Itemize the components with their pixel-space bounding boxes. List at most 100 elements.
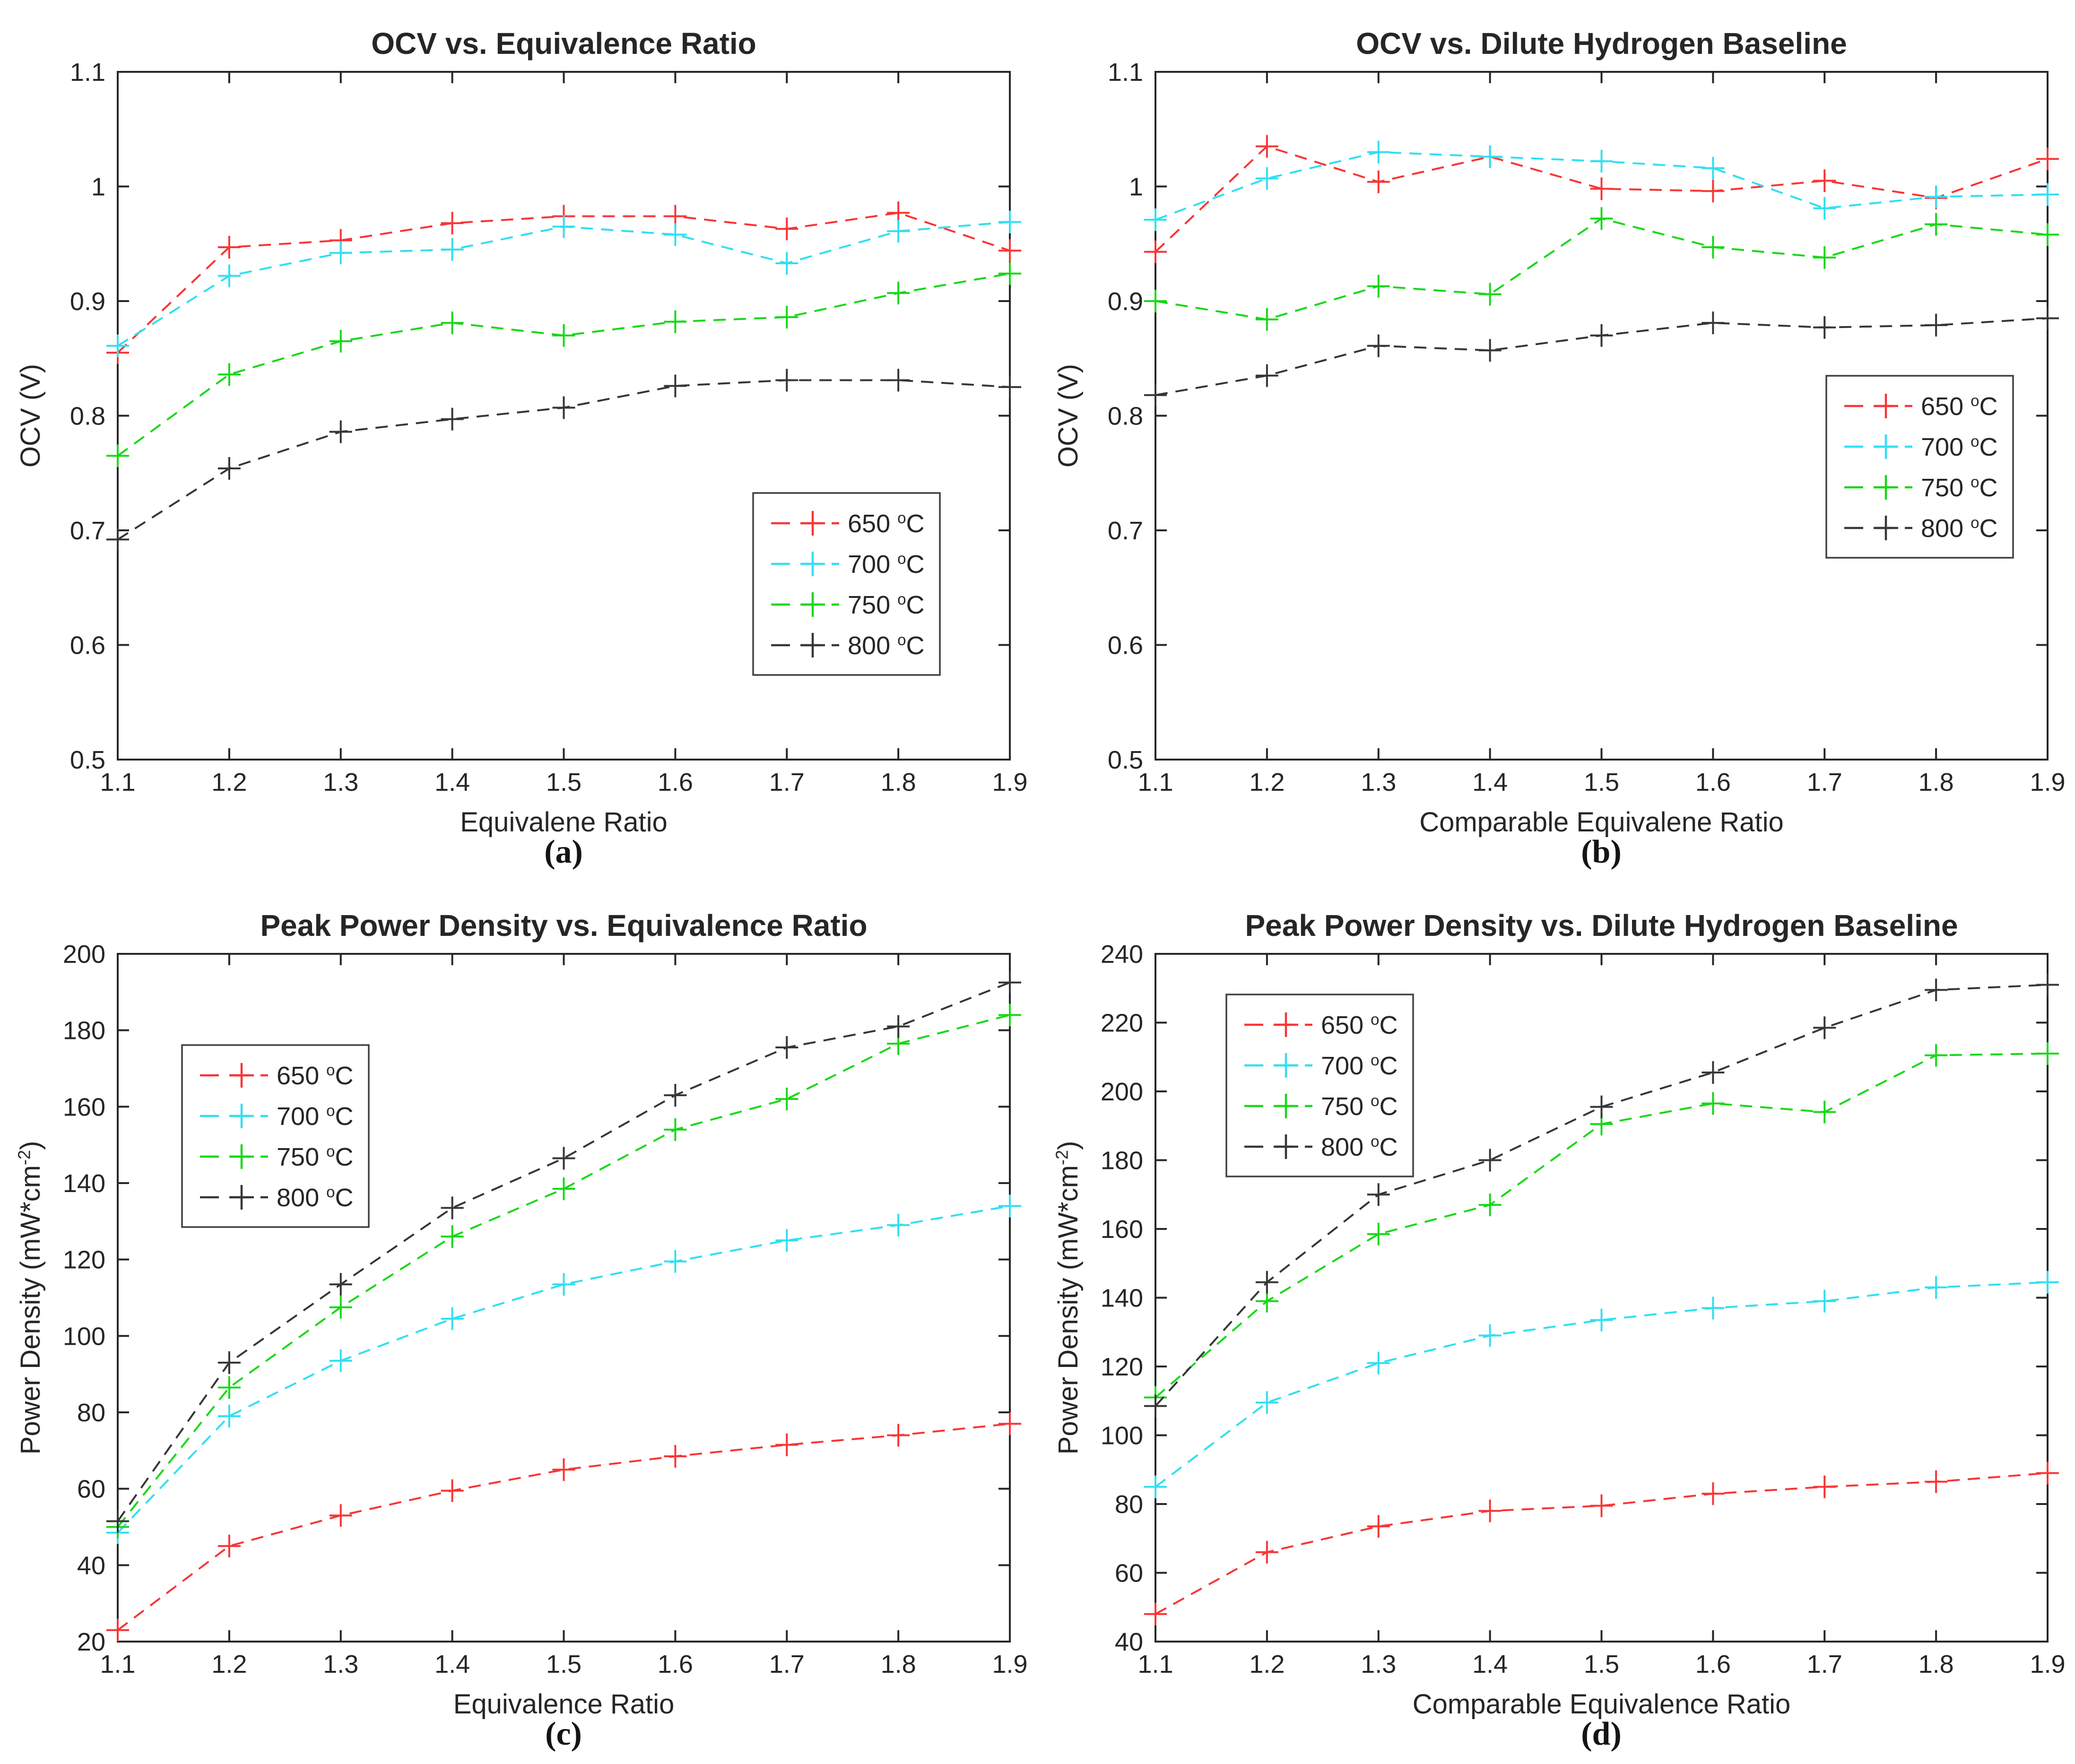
x-tick-label: 1.1 <box>1137 768 1173 796</box>
series-750C <box>106 262 1021 467</box>
x-tick-label: 1.1 <box>1137 1650 1173 1678</box>
legend: 650 oC 700 oC 750 oC 800 oC <box>1225 994 1414 1177</box>
y-tick-label: 20 <box>77 1628 105 1656</box>
x-tick-label: 1.8 <box>881 1650 916 1678</box>
legend-entry-label: 800 oC <box>277 1183 353 1212</box>
axes-frame: 1.1 1.2 1.3 1.4 1.5 1.6 1.7 1.8 1.9 0.5 0.6 0.7 0.8 0… <box>70 58 1028 796</box>
y-tick-label: 200 <box>63 940 105 968</box>
x-tick-label: 1.1 <box>100 1650 135 1678</box>
x-tick-label: 1.6 <box>1695 1650 1731 1678</box>
x-tick-label: 1.6 <box>658 1650 693 1678</box>
x-tick-label: 1.2 <box>1249 1650 1285 1678</box>
x-tick-label: 1.8 <box>1919 1650 1954 1678</box>
y-tick-label: 0.8 <box>70 402 105 431</box>
x-tick-label: 1.3 <box>323 1650 358 1678</box>
x-tick-label: 1.2 <box>1249 768 1285 796</box>
y-tick-label: 220 <box>1101 1009 1143 1038</box>
x-axis-label: Equivalene Ratio <box>460 807 668 838</box>
y-axis-label: Power Density (mW*cm-2) <box>15 1141 46 1455</box>
y-axis-label: OCV (V) <box>15 364 46 467</box>
x-tick-label: 1.8 <box>881 768 916 796</box>
y-tick-label: 140 <box>63 1169 105 1198</box>
series-800C <box>106 369 1021 551</box>
legend-entry-label: 750 oC <box>1921 473 1997 502</box>
x-tick-label: 1.5 <box>546 1650 582 1678</box>
x-tick-label: 1.5 <box>546 768 582 796</box>
x-tick-label: 1.6 <box>658 768 693 796</box>
legend-entry-label: 700 oC <box>1921 432 1997 461</box>
x-tick-label: 1.2 <box>211 1650 247 1678</box>
subplot-b: 1.1 1.2 1.3 1.4 1.5 1.6 1.7 1.8 1.9 0.5 0.6 0.7 0.8 0… <box>1038 0 2075 882</box>
series-750C <box>1144 207 2059 331</box>
y-tick-label: 100 <box>63 1322 105 1350</box>
legend-entry-label: 650 oC <box>1321 1011 1398 1039</box>
y-tick-label: 0.7 <box>70 517 105 545</box>
y-tick-label: 120 <box>63 1246 105 1274</box>
chart-peak-power-density-vs-equivalence-ratio: 1.1 1.2 1.3 1.4 1.5 1.6 1.7 1.8 1.9 20 40 60 80 100 12… <box>15 908 1028 1720</box>
chart-ocv-vs-dilute-hydrogen-baseline: 1.1 1.2 1.3 1.4 1.5 1.6 1.7 1.8 1.9 0.5 0.6 0.7 0.8 0… <box>1053 26 2066 838</box>
legend-entry-label: 800 oC <box>1921 514 1997 543</box>
y-tick-label: 40 <box>1115 1628 1143 1656</box>
legend-entry-label: 800 oC <box>848 631 924 660</box>
legend: 650 oC 700 oC 750 oC 800 oC <box>181 1044 370 1228</box>
series-800C <box>1144 307 2059 406</box>
x-tick-label: 1.9 <box>2030 1650 2065 1678</box>
chart-title: OCV vs. Dilute Hydrogen Baseline <box>1356 26 1847 61</box>
axes-frame: 1.1 1.2 1.3 1.4 1.5 1.6 1.7 1.8 1.9 0.5 0.6 0.7 0.8 0… <box>1108 58 2066 796</box>
axes-frame: 1.1 1.2 1.3 1.4 1.5 1.6 1.7 1.8 1.9 40 60 80 100 120 1… <box>1101 940 2066 1678</box>
legend: 650 oC 700 oC 750 oC 800 oC <box>1825 375 2014 559</box>
x-tick-label: 1.4 <box>434 1650 470 1678</box>
subplot-label-b: (b) <box>1581 834 1622 870</box>
y-tick-label: 0.5 <box>1108 746 1143 774</box>
x-tick-label: 1.7 <box>1807 768 1842 796</box>
y-tick-label: 1.1 <box>70 58 105 86</box>
legend-entry-label: 800 oC <box>1321 1133 1398 1161</box>
legend-entry-label: 650 oC <box>1921 392 1997 421</box>
chart-title: Peak Power Density vs. Dilute Hydrogen B… <box>1245 908 1958 943</box>
y-tick-label: 60 <box>77 1475 105 1504</box>
subplot-a: 1.1 1.2 1.3 1.4 1.5 1.6 1.7 1.8 1.9 0.5 0.6 0.7 0.8 0… <box>0 0 1038 882</box>
y-tick-label: 0.8 <box>1108 402 1143 431</box>
series-700C <box>106 1194 1021 1544</box>
x-axis-label: Comparable Equivalene Ratio <box>1419 807 1784 838</box>
x-tick-label: 1.9 <box>992 768 1027 796</box>
y-tick-label: 200 <box>1101 1078 1143 1106</box>
y-tick-label: 80 <box>1115 1490 1143 1519</box>
y-tick-label: 180 <box>63 1017 105 1045</box>
x-tick-label: 1.4 <box>1472 1650 1508 1678</box>
legend-entry-label: 700 oC <box>277 1102 353 1131</box>
y-tick-label: 60 <box>1115 1559 1143 1588</box>
x-tick-label: 1.1 <box>100 768 135 796</box>
x-tick-label: 1.5 <box>1584 768 1619 796</box>
y-tick-label: 40 <box>77 1551 105 1580</box>
y-axis-label: Power Density (mW*cm-2) <box>1052 1141 1084 1455</box>
series-700C <box>1144 140 2059 231</box>
series-700C <box>1144 1271 2059 1498</box>
y-tick-label: 120 <box>1101 1353 1143 1381</box>
y-tick-label: 0.6 <box>1108 631 1143 660</box>
legend: 650 oC 700 oC 750 oC 800 oC <box>752 492 941 676</box>
chart-peak-power-density-vs-dilute-hydrogen-baseline: 1.1 1.2 1.3 1.4 1.5 1.6 1.7 1.8 1.9 40 60 80 100 120 1… <box>1052 908 2066 1720</box>
series-700C <box>106 210 1021 357</box>
y-tick-label: 0.7 <box>1108 517 1143 545</box>
x-axis-label: Equivalence Ratio <box>453 1689 675 1720</box>
chart-title: Peak Power Density vs. Equivalence Ratio <box>260 908 867 943</box>
y-tick-label: 240 <box>1101 940 1143 968</box>
x-tick-label: 1.8 <box>1919 768 1954 796</box>
subplot-c: 1.1 1.2 1.3 1.4 1.5 1.6 1.7 1.8 1.9 20 40 60 80 100 12… <box>0 882 1038 1764</box>
x-tick-label: 1.3 <box>1361 1650 1396 1678</box>
chart-title: OCV vs. Equivalence Ratio <box>371 26 756 61</box>
x-tick-label: 1.3 <box>1361 768 1396 796</box>
y-tick-label: 140 <box>1101 1284 1143 1313</box>
y-tick-label: 80 <box>77 1399 105 1427</box>
series-650C <box>1144 1461 2059 1626</box>
y-tick-label: 160 <box>63 1093 105 1121</box>
y-tick-label: 100 <box>1101 1422 1143 1450</box>
series-650C <box>106 1412 1021 1642</box>
subplot-d: 1.1 1.2 1.3 1.4 1.5 1.6 1.7 1.8 1.9 40 60 80 100 120 1… <box>1038 882 2075 1764</box>
y-tick-label: 1 <box>91 173 105 201</box>
x-tick-label: 1.9 <box>992 1650 1027 1678</box>
legend-entry-label: 650 oC <box>848 509 924 538</box>
